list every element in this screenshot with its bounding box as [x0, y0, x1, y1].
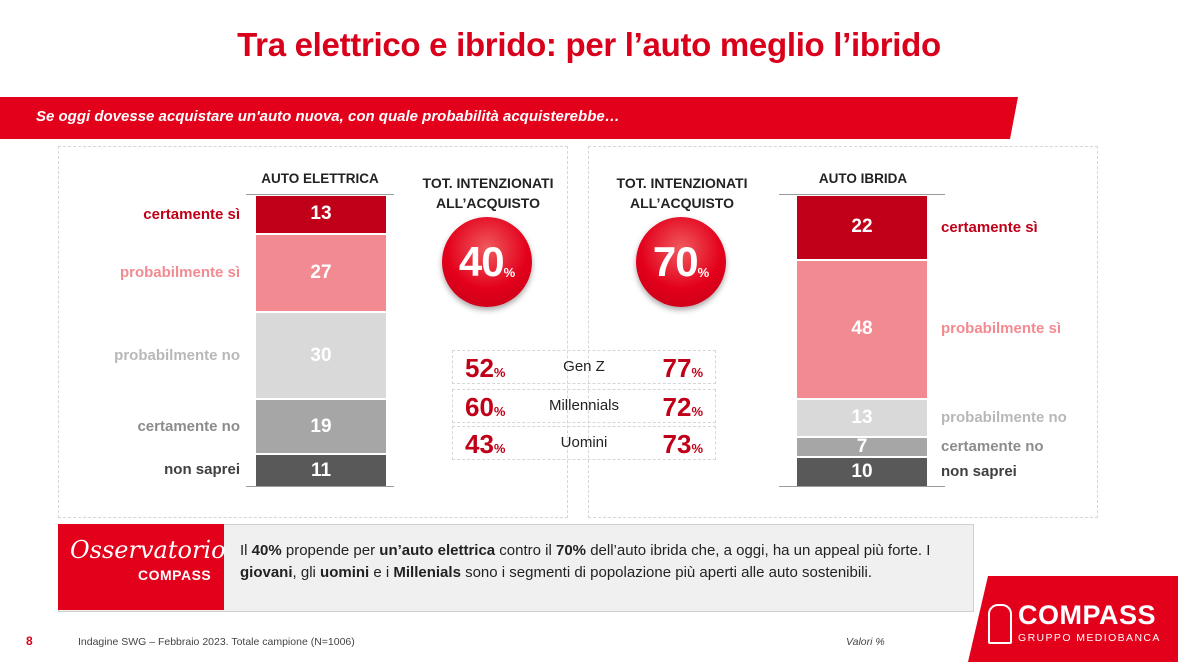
observatory-text-part: e i [369, 564, 394, 581]
segment-name: Millennials [548, 397, 620, 414]
observatory-logo-line2: COMPASS [138, 567, 212, 583]
category-label: non saprei [164, 461, 240, 479]
total-unit-elettrica: % [503, 264, 516, 280]
segment-row: 52% Gen Z 77% [452, 350, 716, 384]
segment-ibrida-value: 77% [662, 353, 703, 383]
observatory-text-part: 40% [251, 542, 282, 559]
segment-name: Uomini [560, 434, 608, 451]
compass-mark-icon [988, 604, 1012, 644]
observatory-text-part: Il [240, 542, 252, 559]
observatory-text: Il 40% propende per un’auto elettrica co… [240, 540, 960, 584]
source-note: Indagine SWG – Febbraio 2023. Totale cam… [78, 636, 355, 648]
segment-elettrica-value: 52% [465, 353, 506, 383]
brand-sub: GRUPPO MEDIOBANCA [1018, 632, 1161, 644]
segment-row: 60% Millennials 72% [452, 389, 716, 423]
total-label-elettrica: TOT. INTENZIONATI ALL’ACQUISTO [422, 175, 554, 211]
bar-segment: 13 [797, 400, 927, 436]
category-label: certamente sì [941, 218, 1038, 236]
stack-ibrida: 22 48 13 7 10 [797, 196, 927, 486]
total-unit-ibrida: % [697, 264, 710, 280]
segment-ibrida-value: 72% [662, 392, 703, 422]
chart-title-elettrica: AUTO ELETTRICA [261, 171, 379, 186]
segment-name: Gen Z [563, 358, 605, 375]
bar-segment: 11 [256, 455, 386, 486]
page-number: 8 [26, 634, 33, 648]
total-value-ibrida: 70 [652, 238, 699, 285]
category-label: probabilmente no [114, 346, 240, 364]
observatory-text-part: giovani [240, 564, 293, 581]
bar-segment: 48 [797, 260, 927, 398]
segment-elettrica-value: 43% [465, 429, 506, 459]
segment-elettrica-value: 60% [465, 392, 506, 422]
total-value-elettrica: 40 [458, 238, 505, 285]
category-label: certamente sì [143, 205, 240, 223]
observatory-text-part: 70% [556, 542, 587, 559]
observatory-text-part: , gli [292, 564, 321, 581]
category-label: probabilmente sì [941, 320, 1062, 338]
category-label: probabilmente sì [119, 263, 240, 281]
question-text: Se oggi dovesse acquistare un'auto nuova… [36, 108, 620, 125]
brand-shape [968, 576, 1178, 662]
category-label: certamente no [941, 437, 1044, 455]
bar-segment: 19 [256, 400, 386, 454]
segment-row: 43% Uomini 73% [452, 426, 716, 460]
observatory-logo: Osservatorio COMPASS [58, 524, 226, 610]
total-bubble-ibrida: 70% [636, 217, 726, 307]
compass-logo: COMPASS GRUPPO MEDIOBANCA [968, 576, 1178, 662]
values-note: Valori % [846, 636, 885, 648]
observatory-text-part: contro il [495, 542, 556, 559]
observatory-text-part: dell’auto ibrida che, a oggi, ha un appe… [586, 542, 931, 559]
observatory-logo-line1: Osservatorio [70, 536, 226, 564]
total-label-ibrida: TOT. INTENZIONATI ALL’ACQUISTO [616, 175, 748, 211]
category-label: probabilmente no [941, 408, 1067, 426]
observatory-text-part: sono i segmenti di popolazione più apert… [460, 564, 873, 581]
bar-segment: 30 [256, 313, 386, 398]
bar-segment: 27 [256, 234, 386, 311]
chart-title-ibrida: AUTO IBRIDA [818, 171, 908, 186]
bar-segment: 13 [256, 196, 386, 233]
observatory-text-part: uomini [320, 564, 370, 581]
panel-elettrica [58, 146, 568, 518]
segment-ibrida-value: 73% [662, 429, 703, 459]
axis-bottom-elettrica [246, 486, 394, 487]
observatory-text-part: Millenials [393, 564, 461, 581]
total-bubble-elettrica: 40% [442, 217, 532, 307]
bar-segment: 22 [797, 196, 927, 259]
ribbon-shape [0, 97, 1018, 139]
stack-elettrica: 13 27 30 19 11 [256, 196, 386, 486]
brand-name: COMPASS [1018, 600, 1157, 630]
page-title: Tra elettrico e ibrido: per l’auto megli… [237, 26, 941, 63]
axis-top-ibrida [779, 194, 945, 195]
axis-bottom-ibrida [779, 486, 945, 487]
question-ribbon: Se oggi dovesse acquistare un'auto nuova… [0, 97, 1018, 139]
observatory-text-part: propende per [281, 542, 380, 559]
bar-segment: 7 [797, 436, 927, 457]
category-label: non saprei [941, 462, 1017, 480]
panel-ibrida [588, 146, 1098, 518]
axis-top-elettrica [246, 194, 394, 195]
category-label: certamente no [137, 417, 240, 435]
observatory-text-part: un’auto elettrica [379, 542, 496, 559]
bar-segment: 10 [797, 458, 927, 486]
